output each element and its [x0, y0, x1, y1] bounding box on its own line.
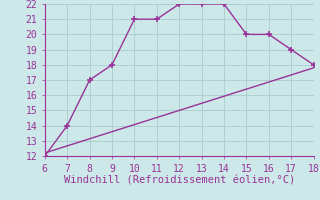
X-axis label: Windchill (Refroidissement éolien,°C): Windchill (Refroidissement éolien,°C): [64, 175, 295, 185]
